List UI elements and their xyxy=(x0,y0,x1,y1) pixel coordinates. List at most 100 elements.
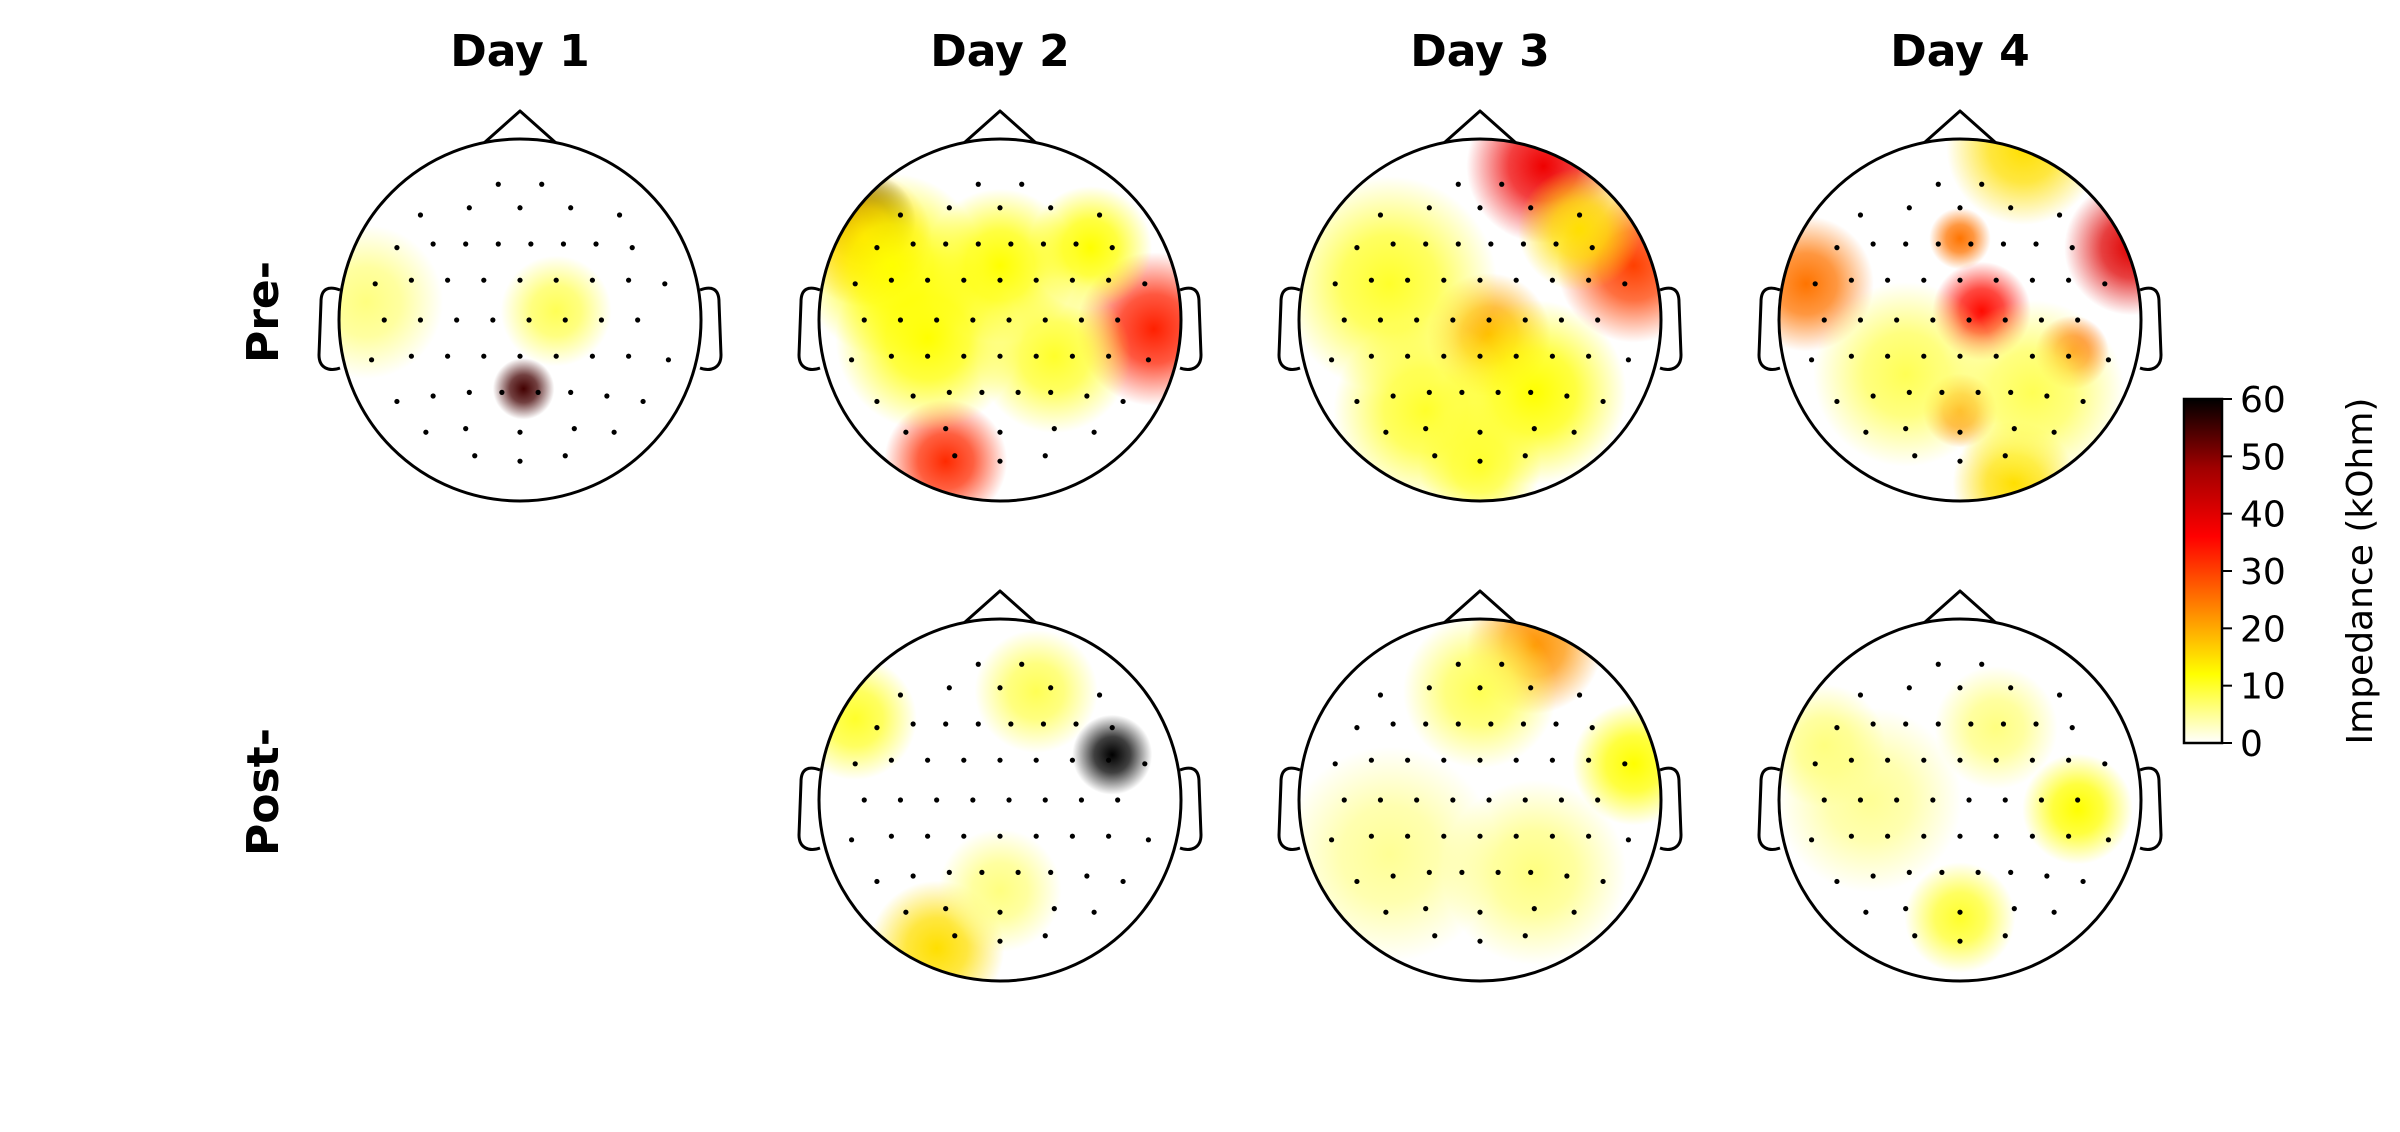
electrode-marker xyxy=(1903,721,1909,727)
electrode-marker xyxy=(454,317,460,323)
head-outline xyxy=(817,137,1183,503)
electrode-marker xyxy=(1522,317,1528,323)
electrode-marker xyxy=(1477,685,1483,691)
column-title-day-4: Day 4 xyxy=(1890,26,2029,77)
electrode-marker xyxy=(961,833,967,839)
electrode-marker xyxy=(897,317,904,323)
electrode-marker xyxy=(943,906,949,912)
electrode-marker xyxy=(1040,241,1047,247)
electrode-marker xyxy=(888,277,895,283)
electrode-marker xyxy=(1906,205,1912,211)
electrode-marker xyxy=(1993,353,1999,359)
electrode-marker xyxy=(466,389,472,395)
electrode-marker xyxy=(626,277,632,283)
electrode-marker xyxy=(1921,353,1927,359)
electrode-marker xyxy=(997,458,1003,464)
row-title-pre: Pre- xyxy=(238,261,289,363)
colorbar-tick-label: 20 xyxy=(2240,609,2286,650)
electrode-marker xyxy=(1341,317,1347,323)
electrode-marker xyxy=(593,241,599,247)
electrode-marker xyxy=(1354,398,1360,405)
electrode-marker xyxy=(1377,692,1384,698)
electrode-marker xyxy=(1966,317,1972,323)
impedance-hotspot xyxy=(1929,207,1991,270)
right-ear-outline xyxy=(1659,766,1683,851)
electrode-marker xyxy=(1857,692,1864,698)
electrode-marker xyxy=(1432,453,1438,459)
electrode-marker xyxy=(946,685,952,691)
electrode-marker xyxy=(562,453,568,459)
electrode-marker xyxy=(861,797,867,803)
impedance-hotspot xyxy=(1441,780,1627,965)
electrode-marker xyxy=(1423,906,1429,912)
electrode-marker xyxy=(943,426,949,432)
electrode-marker xyxy=(946,205,952,211)
electrode-marker xyxy=(368,357,375,363)
electrode-marker xyxy=(2051,429,2057,435)
electrode-marker xyxy=(1051,426,1057,432)
electrode-marker xyxy=(1549,833,1555,839)
electrode-marker xyxy=(888,757,895,763)
electrode-marker xyxy=(1812,761,1818,767)
electrode-marker xyxy=(1857,797,1864,803)
colorbar-tick-label: 10 xyxy=(2240,667,2286,708)
electrode-marker xyxy=(2002,317,2008,323)
electrode-marker xyxy=(526,317,532,323)
electrode-marker xyxy=(1834,245,1840,251)
electrode-marker xyxy=(1993,277,1999,283)
electrode-marker xyxy=(1455,181,1461,187)
electrode-marker xyxy=(2033,241,2039,247)
impedance-hotspot xyxy=(492,358,555,420)
electrode-marker xyxy=(2069,245,2075,251)
electrode-marker xyxy=(1957,833,1963,839)
electrode-marker xyxy=(903,909,909,915)
electrode-marker xyxy=(1564,873,1570,879)
electrode-marker xyxy=(1488,721,1494,727)
electrode-marker xyxy=(640,398,646,405)
electrode-marker xyxy=(1520,721,1527,727)
electrode-marker xyxy=(2000,241,2007,247)
electrode-marker xyxy=(848,357,855,363)
left-ear-outline xyxy=(1757,766,1781,851)
electrode-marker xyxy=(1042,933,1048,939)
electrode-marker xyxy=(665,357,672,363)
electrode-marker xyxy=(1414,317,1420,323)
electrode-marker xyxy=(1069,353,1075,359)
electrode-marker xyxy=(1328,357,1335,363)
electrode-marker xyxy=(1084,873,1090,879)
nose-outline xyxy=(483,109,557,145)
electrode-marker xyxy=(1048,205,1054,211)
electrode-marker xyxy=(1120,398,1126,405)
electrode-marker xyxy=(1622,761,1628,767)
electrode-marker xyxy=(1423,721,1429,727)
electrode-marker xyxy=(1354,725,1360,731)
electrode-marker xyxy=(589,277,596,283)
electrode-marker xyxy=(1405,833,1411,839)
electrode-marker xyxy=(1957,909,1963,915)
electrode-marker xyxy=(1595,317,1601,323)
electrode-marker xyxy=(1921,277,1927,283)
electrode-marker xyxy=(1040,721,1047,727)
electrode-marker xyxy=(1870,241,1876,247)
electrode-marker xyxy=(2002,933,2008,939)
electrode-marker xyxy=(499,389,505,395)
electrode-marker xyxy=(2069,725,2075,731)
electrode-marker xyxy=(1528,205,1534,211)
electrode-marker xyxy=(1328,837,1335,843)
nose-outline xyxy=(963,109,1037,145)
electrode-marker xyxy=(495,241,501,247)
electrode-marker xyxy=(1894,317,1900,323)
electrode-marker xyxy=(535,389,541,395)
left-ear-outline xyxy=(797,286,821,371)
colorbar-ticks: 0 10 20 30 40 50 60 xyxy=(2222,380,2286,765)
electrode-marker xyxy=(1441,757,1447,763)
electrode-marker xyxy=(1848,353,1854,359)
electrode-marker xyxy=(2038,317,2045,323)
colorbar-label: Impedance (kOhm) xyxy=(2340,398,2381,745)
electrode-marker xyxy=(1019,181,1025,187)
electrode-marker xyxy=(1078,317,1085,323)
electrode-marker xyxy=(1513,757,1519,763)
right-ear-outline xyxy=(2139,766,2163,851)
electrode-marker xyxy=(997,277,1003,283)
electrode-marker xyxy=(1120,878,1126,885)
